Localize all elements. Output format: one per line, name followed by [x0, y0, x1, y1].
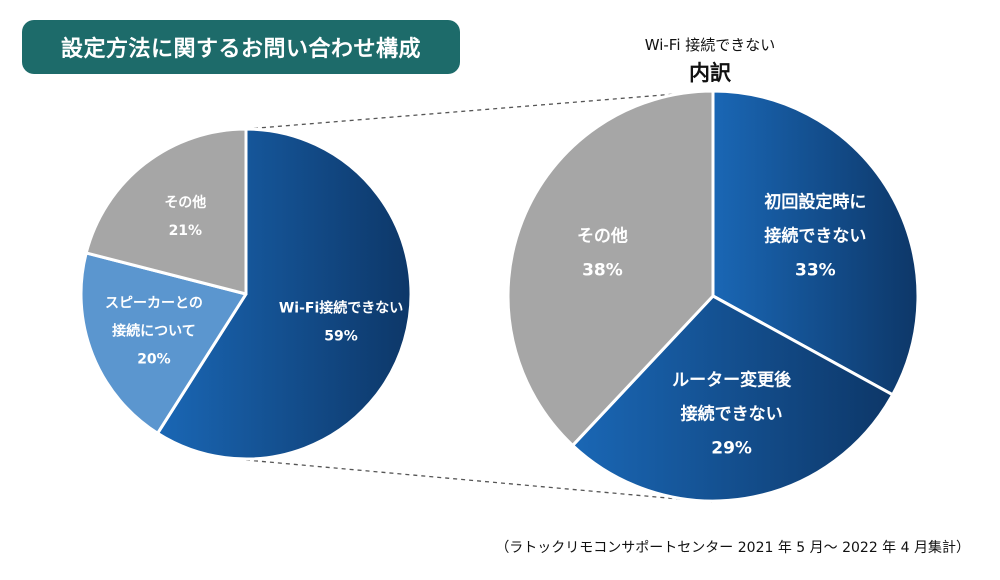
connector-line-bottom: [245, 459, 713, 503]
left-pie-slice-2: [84, 127, 248, 296]
right-pie-slice-1: [571, 294, 895, 503]
breakdown-subtitle: Wi-Fi 接続できない: [644, 36, 776, 54]
right-pie: 初回設定時に接続できない 33% ルーター変更後接続できない 29% その他 38%: [506, 89, 920, 503]
footnote: （ラトックリモコンサポートセンター 2021 年 5 月〜 2022 年 4 月…: [495, 540, 970, 556]
chart-title: 設定方法に関するお問い合わせ構成: [60, 37, 421, 62]
right-pie-slice-1-label: ルーター変更後接続できない 29%: [672, 370, 792, 459]
left-pie-slice-2-label: その他 21%: [164, 194, 206, 239]
left-pie-slice-0-label: Wi-Fi接続できない 59%: [279, 300, 403, 345]
left-pie: Wi-Fi接続できない 59% スピーカーとの接続について 20% その他 21%: [79, 127, 413, 461]
left-pie-slice-1: [79, 251, 248, 435]
right-pie-slice-2-label: その他 38%: [577, 225, 628, 280]
right-pie-slice-0: [711, 89, 920, 397]
left-pie-slice-1-label: スピーカーとの接続について 20%: [105, 295, 203, 367]
connector-line-top: [245, 90, 713, 130]
right-pie-slice-0-label: 初回設定時に接続できない 33%: [764, 192, 866, 281]
right-pie-slice-2: [506, 89, 715, 447]
left-pie-slice-0: [156, 127, 413, 461]
chart-title-badge: 設定方法に関するお問い合わせ構成: [22, 20, 460, 74]
breakdown-header: Wi-Fi 接続できない 内訳: [560, 34, 860, 87]
breakdown-title: 内訳: [689, 61, 731, 85]
